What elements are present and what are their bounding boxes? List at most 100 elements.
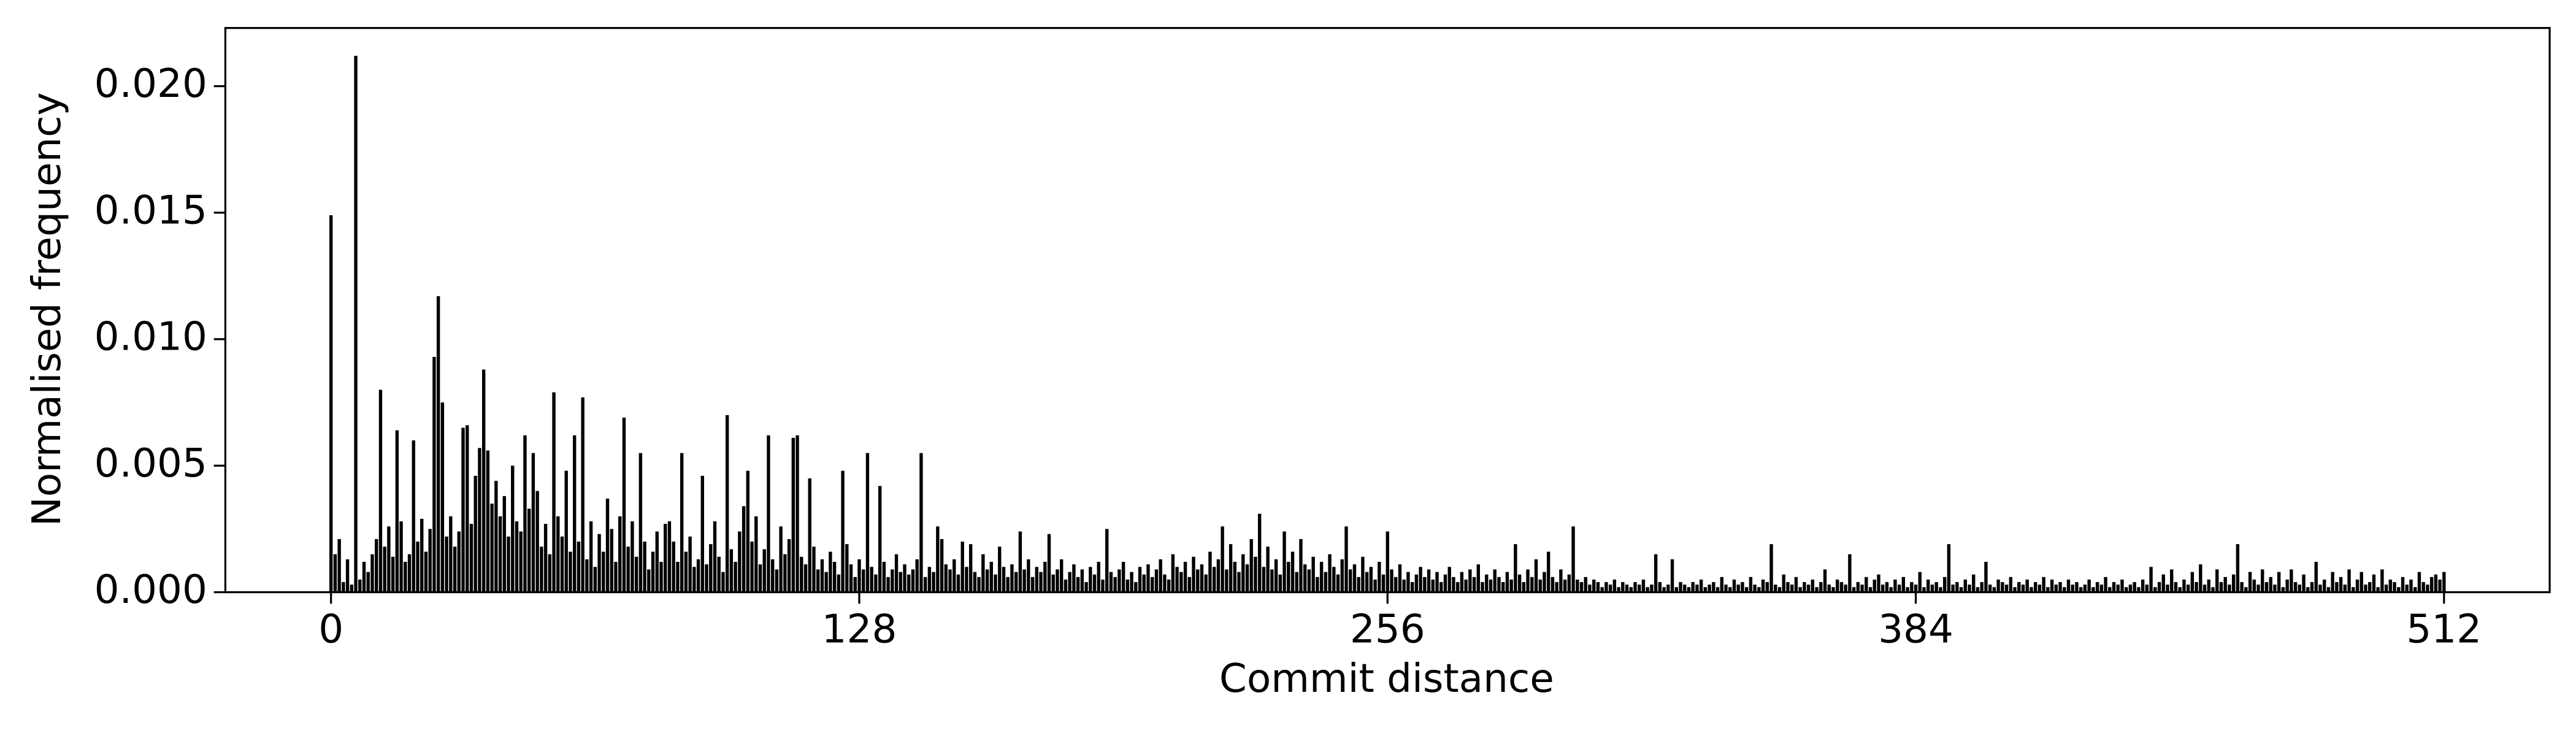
bar [2063, 587, 2066, 592]
bar [2195, 582, 2198, 592]
bar [1373, 579, 1377, 592]
bar [960, 542, 964, 592]
bar [1027, 559, 1030, 592]
bar [2413, 587, 2417, 592]
bar [891, 569, 894, 592]
bar [2108, 587, 2112, 592]
bar [659, 562, 663, 592]
bar [2058, 582, 2062, 592]
bar [862, 569, 865, 592]
bar [2104, 577, 2107, 592]
bar [837, 574, 841, 592]
bar [758, 564, 762, 592]
y-axis-label: Normalised frequency [24, 92, 70, 526]
bar [404, 562, 407, 592]
bar [1365, 572, 1369, 592]
bar [1266, 546, 1270, 592]
bar [1744, 587, 1749, 592]
bar [2042, 577, 2045, 592]
bar [783, 554, 787, 592]
bar [2347, 569, 2351, 592]
bar [1844, 585, 1847, 592]
bar [1906, 587, 1909, 592]
bar [1390, 569, 1393, 592]
bar [498, 516, 502, 592]
bar [1386, 531, 1389, 592]
bar [2033, 582, 2037, 592]
bar [1777, 587, 1782, 592]
bar [366, 572, 370, 592]
bar [2335, 582, 2339, 592]
bar [2211, 587, 2215, 592]
bar [2091, 587, 2095, 592]
bar [1423, 577, 1427, 592]
bar [2178, 587, 2182, 592]
bar [494, 481, 498, 592]
bar [1703, 587, 1708, 592]
bar [1588, 585, 1592, 592]
bar [1076, 577, 1080, 592]
bar [1192, 556, 1195, 592]
bar [436, 296, 440, 592]
bar [1806, 585, 1811, 592]
bar [445, 536, 448, 592]
bar [1200, 564, 1204, 592]
bar [1625, 585, 1629, 592]
bar [713, 521, 717, 592]
bar [1431, 579, 1435, 592]
bar [1992, 587, 1996, 592]
bar [1877, 574, 1880, 592]
bar [1666, 585, 1670, 592]
bar [2442, 572, 2446, 592]
bar [1497, 577, 1501, 592]
bar [1782, 574, 1785, 592]
bar [1138, 567, 1142, 592]
bar [1811, 579, 1815, 592]
bar [2116, 585, 2120, 592]
bar [2318, 585, 2322, 592]
bar [2066, 579, 2071, 592]
bar [1295, 572, 1298, 592]
bar [358, 579, 362, 592]
bar [808, 478, 811, 592]
bar [1881, 585, 1885, 592]
bar [1381, 574, 1386, 592]
bar [1447, 567, 1451, 592]
bar [2380, 569, 2384, 592]
bar [1608, 585, 1612, 592]
bar [2153, 587, 2157, 592]
bar [2405, 585, 2409, 592]
bar [849, 564, 853, 592]
bar [2112, 582, 2116, 592]
bar [329, 215, 333, 592]
bar [605, 498, 610, 592]
bar [1460, 572, 1464, 592]
bar [1241, 554, 1245, 592]
bar [1187, 577, 1191, 592]
bar [1699, 579, 1703, 592]
bar [1287, 562, 1290, 592]
bar [965, 567, 968, 592]
bar [915, 559, 919, 592]
bar [742, 506, 746, 592]
bar [1349, 569, 1352, 592]
bar [2075, 582, 2079, 592]
bar [1774, 585, 1777, 592]
bar [1712, 582, 1715, 592]
bar [812, 546, 816, 592]
bar [1225, 569, 1229, 592]
bar [2054, 585, 2058, 592]
bar [1452, 577, 1455, 592]
bar [481, 369, 486, 592]
bar [2384, 585, 2388, 592]
bar [981, 554, 985, 592]
bar [1695, 585, 1699, 592]
bar [1221, 526, 1224, 592]
bar [1105, 529, 1109, 592]
bar [1679, 582, 1682, 592]
bar [412, 440, 415, 592]
bar [375, 539, 378, 592]
bar [391, 556, 395, 592]
bar [853, 577, 857, 592]
bar [2240, 582, 2244, 592]
